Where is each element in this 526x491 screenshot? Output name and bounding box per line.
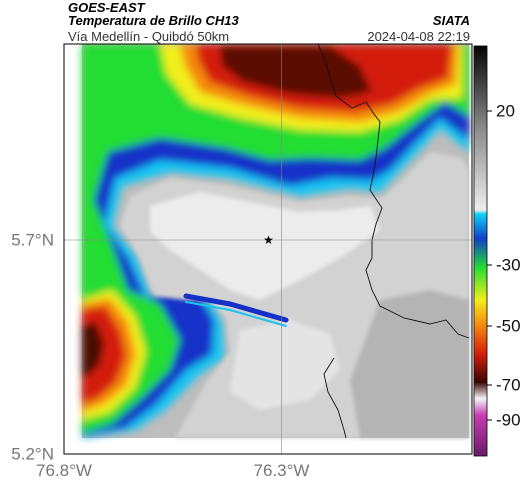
boundary-line-north	[317, 44, 470, 339]
lon-tick-label: 76.8°W	[36, 461, 92, 480]
organization-label: SIATA	[432, 13, 470, 28]
datetime-label: 2024-04-08 22:19	[367, 29, 470, 44]
lat-tick-label: 5.7°N	[11, 231, 54, 250]
colorbar-tick-label: -30	[496, 256, 521, 275]
colorbar-gradient	[473, 45, 488, 457]
cold-filament	[183, 293, 289, 323]
cloud-darkred-left	[82, 322, 104, 378]
colorbar-tick-label: -90	[496, 411, 521, 430]
colorbar-tick-label: -70	[496, 376, 521, 395]
lon-tick-label: 76.3°W	[254, 461, 310, 480]
lat-tick-label: 5.2°N	[11, 445, 54, 464]
cloud-green	[82, 44, 469, 434]
colorbar-tick-label: -50	[496, 317, 521, 336]
location-marker-star-icon: ★	[263, 233, 274, 247]
colorbar-tick-label: 20	[496, 102, 515, 121]
colorbar: 20 -30 -50 -70 -90	[473, 45, 521, 457]
subtitle: Vía Medellín - Quibdó 50km	[68, 29, 230, 44]
warm-region-mid	[350, 290, 469, 438]
title-line-1: GOES-EAST	[68, 0, 145, 15]
map-frame	[63, 43, 473, 455]
warm-region-light-2	[230, 320, 340, 410]
brightness-temperature-field: ★	[64, 44, 472, 454]
title-line-2: Temperatura de Brillo CH13	[68, 13, 239, 28]
cloud-darkred	[220, 46, 372, 98]
warm-region-light	[150, 192, 380, 300]
cold-filament-edge	[185, 301, 287, 327]
boundary-line-south	[323, 357, 347, 439]
